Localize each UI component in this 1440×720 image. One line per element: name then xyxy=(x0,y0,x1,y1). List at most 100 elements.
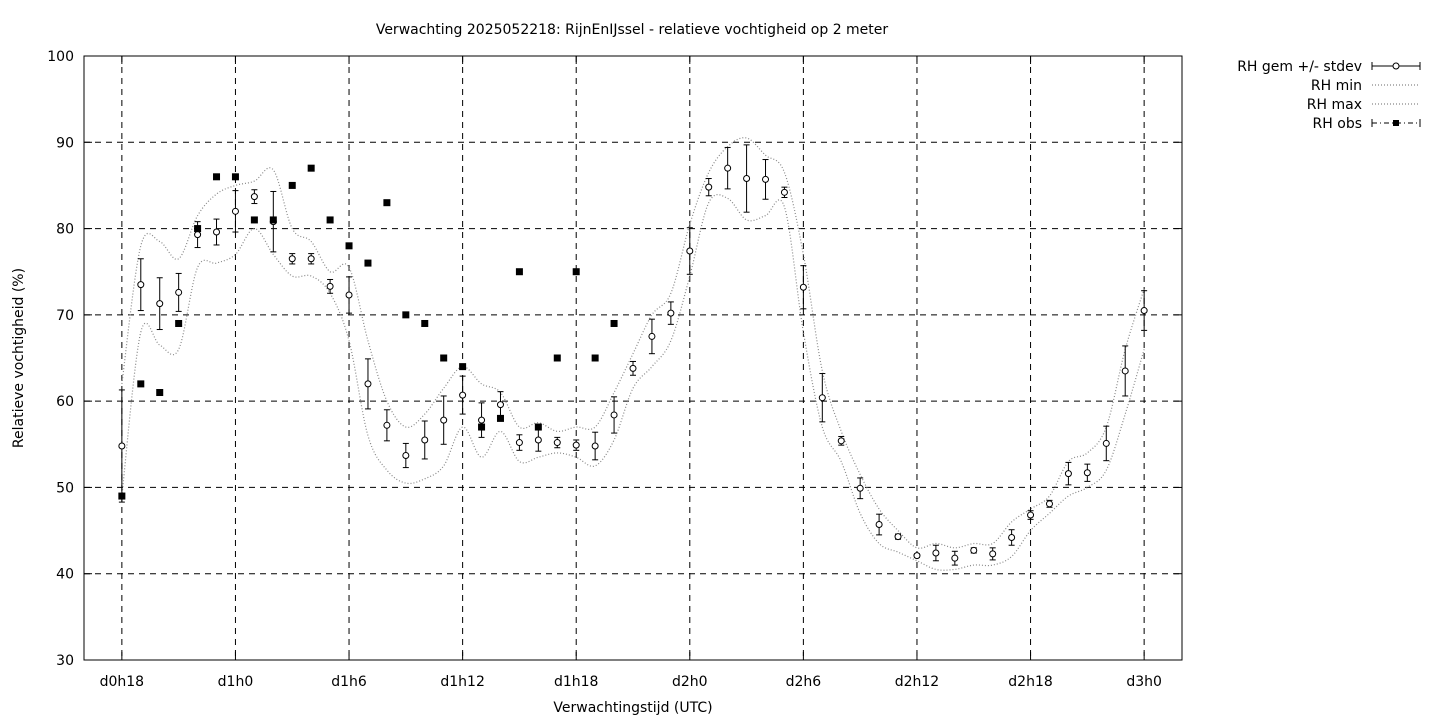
rh-obs-point xyxy=(496,414,504,422)
rh-obs-point xyxy=(137,380,145,388)
rh-gem-point xyxy=(194,231,202,239)
rh-gem-point xyxy=(534,436,542,444)
rh-obs-point xyxy=(345,242,353,250)
legend-label: RH min xyxy=(1311,78,1362,94)
rh-gem-point xyxy=(724,164,732,172)
legend-swatch-marker xyxy=(1393,120,1399,126)
rh-gem-point xyxy=(496,401,504,409)
rh-obs-point xyxy=(553,354,561,362)
rh-obs-point xyxy=(269,216,277,224)
rh-gem-point xyxy=(478,416,486,424)
x-tick-label: d2h12 xyxy=(895,674,939,690)
rh-obs-series xyxy=(118,164,618,500)
rh-gem-point xyxy=(591,442,599,450)
rh-obs-point xyxy=(572,268,580,276)
rh-gem-point xyxy=(686,247,694,255)
rh-gem-point xyxy=(818,394,826,402)
plot-frame xyxy=(83,55,1183,661)
legend-label: RH max xyxy=(1307,97,1362,113)
legend-swatch-marker xyxy=(1392,62,1400,70)
rh-gem-point xyxy=(780,188,788,196)
rh-gem-point xyxy=(856,484,864,492)
rh-gem-point xyxy=(118,442,126,450)
rh-obs-point xyxy=(213,173,221,181)
rh-gem-point xyxy=(989,550,997,558)
rh-min-line xyxy=(121,194,1145,571)
rh-obs-point xyxy=(440,354,448,362)
rh-gem-point xyxy=(648,332,656,340)
y-tick-label: 70 xyxy=(56,308,74,324)
rh-gem-point xyxy=(913,552,921,560)
y-tick-label: 100 xyxy=(47,49,74,65)
x-tick-label: d2h18 xyxy=(1008,674,1052,690)
rh-gem-point xyxy=(440,416,448,424)
y-tick-label: 50 xyxy=(56,480,74,496)
x-axis-label: Verwachtingstijd (UTC) xyxy=(553,700,712,716)
rh-gem-point xyxy=(1102,439,1110,447)
rh-gem-point xyxy=(762,175,770,183)
legend: RH gem +/- stdev RH min RH max RH obs xyxy=(1237,59,1421,132)
x-tick-label: d2h0 xyxy=(672,674,708,690)
y-axis: 30 40 50 60 70 80 90 100 xyxy=(47,49,1182,669)
rh-obs-point xyxy=(307,164,315,172)
rh-gem-point xyxy=(951,554,959,562)
rh-gem-point xyxy=(572,441,580,449)
legend-label: RH gem +/- stdev xyxy=(1237,59,1362,75)
rh-gem-point xyxy=(250,193,258,201)
y-tick-label: 40 xyxy=(56,567,74,583)
rh-gem-point xyxy=(837,437,845,445)
y-tick-label: 90 xyxy=(56,135,74,151)
rh-gem-point xyxy=(1045,500,1053,508)
rh-obs-point xyxy=(231,173,239,181)
rh-gem-point xyxy=(894,533,902,541)
rh-gem-point xyxy=(288,255,296,263)
rh-obs-point xyxy=(515,268,523,276)
rh-gem-series xyxy=(118,144,1148,566)
x-tick-label: d1h6 xyxy=(331,674,367,690)
rh-obs-point xyxy=(534,423,542,431)
x-tick-label: d1h0 xyxy=(218,674,254,690)
rh-gem-point xyxy=(970,546,978,554)
x-tick-label: d2h6 xyxy=(786,674,822,690)
rh-gem-point xyxy=(345,291,353,299)
rh-gem-point xyxy=(629,364,637,372)
rh-obs-point xyxy=(478,423,486,431)
y-tick-label: 60 xyxy=(56,394,74,410)
rh-gem-point xyxy=(932,549,940,557)
rh-gem-point xyxy=(667,309,675,317)
rh-obs-point xyxy=(175,319,183,327)
chart-title: Verwachting 2025052218: RijnEnIJssel - r… xyxy=(376,22,889,38)
rh-obs-point xyxy=(610,319,618,327)
rh-gem-point xyxy=(137,281,145,289)
rh-obs-point xyxy=(402,311,410,319)
rh-obs-point xyxy=(288,181,296,189)
rh-obs-point xyxy=(118,492,126,500)
rh-gem-point xyxy=(875,521,883,529)
rh-obs-point xyxy=(364,259,372,267)
rh-gem-point xyxy=(1083,469,1091,477)
y-tick-label: 30 xyxy=(56,653,74,669)
rh-obs-point xyxy=(591,354,599,362)
rh-gem-point xyxy=(364,380,372,388)
rh-obs-point xyxy=(156,389,164,397)
rh-min-series xyxy=(121,194,1145,571)
rh-obs-point xyxy=(383,199,391,207)
rh-gem-point xyxy=(1008,533,1016,541)
rh-gem-point xyxy=(1027,511,1035,519)
rh-gem-point xyxy=(231,207,239,215)
x-tick-label: d1h18 xyxy=(554,674,598,690)
rh-gem-point xyxy=(421,436,429,444)
rh-max-series xyxy=(121,137,1145,549)
rh-obs-point xyxy=(459,363,467,371)
rh-gem-point xyxy=(402,452,410,460)
rh-gem-point xyxy=(1140,307,1148,315)
rh-gem-point xyxy=(175,288,183,296)
rh-gem-point xyxy=(743,175,751,183)
rh-obs-point xyxy=(421,319,429,327)
rh-obs-point xyxy=(194,225,202,233)
rh-obs-point xyxy=(326,216,334,224)
rh-gem-point xyxy=(705,183,713,191)
rh-gem-point xyxy=(383,421,391,429)
grid xyxy=(84,56,1182,660)
